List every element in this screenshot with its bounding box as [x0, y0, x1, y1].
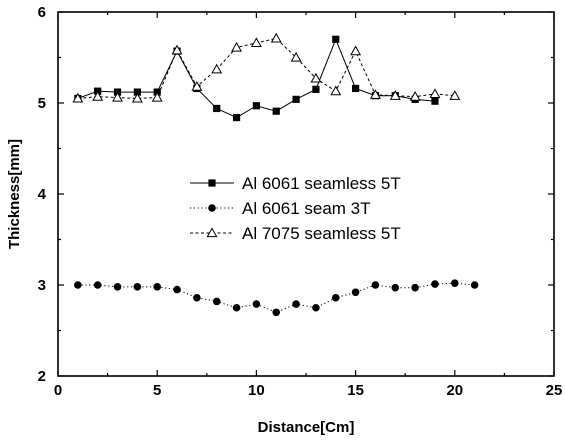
- data-point: [173, 286, 181, 294]
- data-point: [273, 108, 280, 115]
- y-tick-label: 2: [38, 368, 46, 385]
- legend-label: Al 7075 seamless 5T: [242, 224, 401, 243]
- legend-label: Al 6061 seamless 5T: [242, 174, 401, 193]
- data-point: [193, 294, 201, 302]
- data-point: [430, 89, 439, 97]
- x-tick-label: 5: [153, 382, 161, 399]
- data-point: [431, 280, 439, 288]
- data-point: [233, 114, 240, 121]
- data-point: [74, 281, 82, 289]
- data-point: [312, 304, 320, 312]
- data-point: [134, 283, 142, 291]
- data-point: [331, 87, 340, 95]
- series-2: [74, 279, 478, 316]
- data-point: [352, 85, 359, 92]
- y-tick-label: 6: [38, 4, 46, 21]
- data-point: [212, 65, 221, 73]
- data-point: [332, 294, 340, 302]
- series-1: [74, 36, 438, 121]
- data-point: [213, 105, 220, 112]
- data-point: [272, 34, 281, 42]
- legend-entry: Al 6061 seam 3T: [190, 199, 371, 218]
- y-tick-label: 4: [38, 186, 47, 203]
- x-tick-label: 15: [347, 382, 364, 399]
- data-point: [471, 281, 479, 289]
- legend-entry: Al 6061 seamless 5T: [190, 174, 401, 193]
- x-tick-label: 0: [54, 382, 62, 399]
- y-axis-label: Thickness[mm]: [6, 139, 23, 249]
- x-tick-label: 10: [248, 382, 265, 399]
- data-point: [94, 281, 102, 289]
- data-point: [431, 98, 438, 105]
- data-point: [213, 298, 221, 306]
- data-point: [391, 284, 399, 292]
- x-axis-label: Distance[Cm]: [258, 419, 355, 436]
- y-tick-label: 5: [38, 95, 46, 112]
- data-point: [312, 86, 319, 93]
- data-point: [253, 102, 260, 109]
- data-point: [351, 47, 360, 55]
- legend: Al 6061 seamless 5T Al 6061 seam 3T Al 707…: [190, 174, 401, 243]
- data-point: [451, 279, 459, 287]
- legend-entry: Al 7075 seamless 5T: [190, 224, 401, 243]
- data-point: [352, 288, 360, 296]
- data-point: [292, 300, 300, 308]
- x-tick-label: 20: [446, 382, 463, 399]
- legend-label: Al 6061 seam 3T: [242, 199, 371, 218]
- data-point: [372, 281, 380, 289]
- data-point: [272, 309, 280, 317]
- plot-frame: [58, 12, 554, 376]
- data-point: [332, 36, 339, 43]
- data-point: [292, 96, 299, 103]
- data-point: [233, 304, 241, 312]
- data-point: [153, 283, 161, 291]
- data-point: [253, 300, 261, 308]
- y-tick-label: 3: [38, 277, 46, 294]
- legend-marker: [208, 204, 216, 212]
- x-tick-label: 25: [546, 382, 563, 399]
- data-point: [114, 283, 122, 291]
- legend-marker: [208, 179, 215, 186]
- data-point: [411, 284, 419, 292]
- data-point: [252, 38, 261, 46]
